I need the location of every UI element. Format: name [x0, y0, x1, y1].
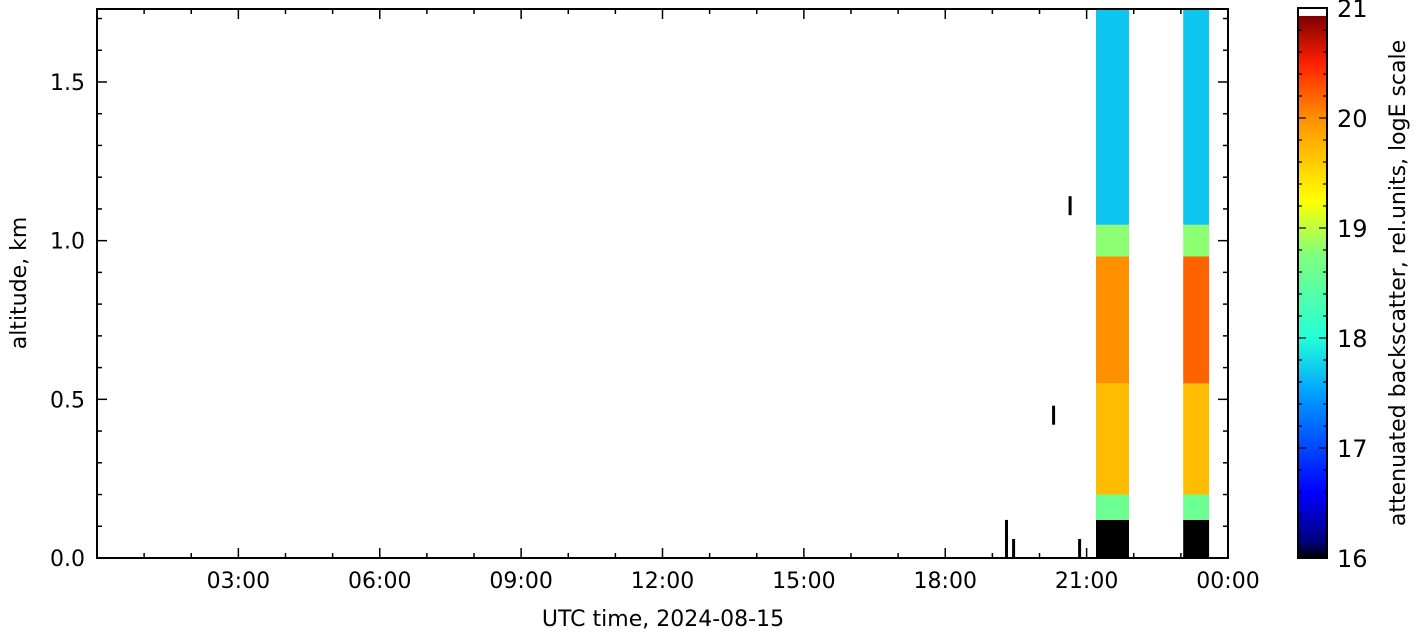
heatmap-cell	[1096, 383, 1129, 495]
colorbar-tick-label: 20	[1337, 105, 1368, 133]
plot-background	[97, 9, 1228, 558]
measurement-block-1	[1096, 9, 1129, 558]
x-tick-label: 00:00	[1196, 569, 1259, 594]
measurement-block-2	[1183, 9, 1210, 558]
heatmap-cell	[1096, 494, 1129, 520]
plot-area: 03:00 06:00 09:00 12:00 15:00 18:00 21:00 00:00…	[50, 8, 1260, 594]
x-tick-label: 09:00	[489, 569, 552, 594]
x-tick-label: 18:00	[914, 569, 977, 594]
x-axis-ticks: 03:00 06:00 09:00 12:00 15:00 18:00 21:00 00:00	[143, 9, 1260, 594]
x-tick-label: 15:00	[772, 569, 835, 594]
colorbar-tick-label: 18	[1337, 325, 1368, 353]
heatmap-cell	[1096, 519, 1129, 558]
colorbar: 16 17 18 19 20 21 attenuated backscatter, rel…	[1297, 0, 1411, 573]
colorbar-tick-label: 21	[1337, 0, 1368, 23]
y-tick-label: 0.5	[50, 388, 85, 413]
y-tick-label: 1.0	[50, 230, 85, 255]
heatmap-cell	[1183, 494, 1210, 520]
heatmap-cell	[1183, 519, 1210, 558]
y-axis-label: altitude, km	[7, 217, 32, 350]
heatmap-cell	[1183, 256, 1210, 384]
x-tick-label: 21:00	[1055, 569, 1118, 594]
sparse-backscatter-point	[1005, 519, 1008, 558]
x-tick-label: 06:00	[348, 569, 411, 594]
heatmap-layer	[1005, 9, 1210, 558]
colorbar-tick-label: 17	[1337, 435, 1368, 463]
heatmap-cell	[1096, 256, 1129, 384]
heatmap-cell	[1183, 383, 1210, 495]
y-axis-ticks: 0.0 0.5 1.0 1.5	[50, 17, 1228, 572]
y-tick-label: 1.5	[50, 71, 85, 96]
heatmap-cell	[1183, 9, 1210, 225]
heatmap-cell	[1096, 224, 1129, 257]
x-tick-label: 12:00	[631, 569, 694, 594]
colorbar-tick-label: 19	[1337, 215, 1368, 243]
colorbar-frame	[1297, 7, 1328, 559]
sparse-backscatter-point	[1052, 405, 1056, 425]
colorbar-gradient	[1298, 8, 1327, 558]
x-tick-label: 03:00	[207, 569, 270, 594]
heatmap-cell	[1096, 9, 1129, 225]
x-axis-label: UTC time, 2024-08-15	[542, 607, 784, 632]
y-tick-label: 0.0	[50, 547, 85, 572]
sparse-backscatter-point	[1068, 196, 1072, 216]
sparse-backscatter-point	[1012, 539, 1016, 558]
colorbar-label: attenuated backscatter, rel.units, logE …	[1386, 40, 1411, 526]
colorbar-tick-label: 16	[1337, 545, 1368, 573]
heatmap-cell	[1183, 224, 1210, 257]
sparse-backscatter-point	[1078, 539, 1082, 558]
colorbar-ticks: 16 17 18 19 20 21	[1298, 0, 1368, 573]
